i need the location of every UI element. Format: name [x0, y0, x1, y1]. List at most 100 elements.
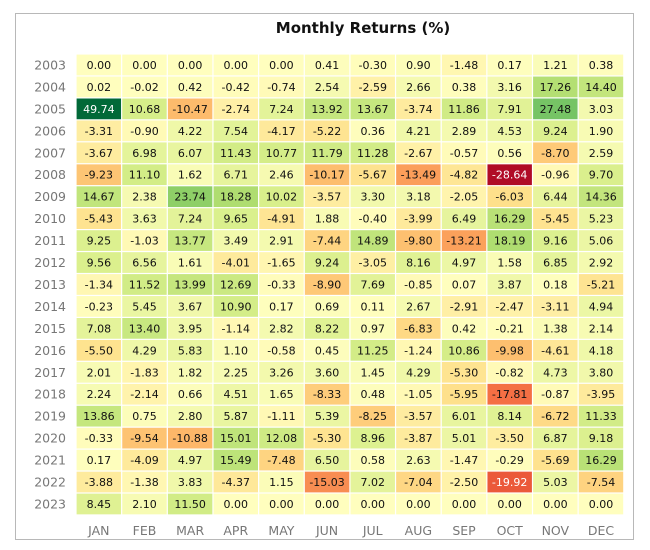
heatmap-cell	[533, 449, 578, 471]
cell-value-label: 4.73	[543, 366, 568, 379]
heatmap-cell	[122, 339, 167, 361]
cell-value-label: -10.47	[172, 103, 207, 116]
heatmap-cell	[213, 274, 258, 295]
heatmap-cell	[213, 186, 258, 208]
heatmap-cell	[350, 339, 395, 361]
row-label-year: 2018	[34, 387, 66, 402]
heatmap-cell	[259, 493, 304, 515]
heatmap-cell	[167, 186, 213, 208]
cell-value-label: -3.50	[495, 432, 523, 445]
row-label-year: 2021	[34, 453, 66, 468]
heatmap-cell	[167, 339, 213, 361]
heatmap-cell	[533, 383, 578, 405]
cell-value-label: 5.83	[178, 344, 203, 357]
heatmap-cell	[304, 318, 350, 339]
heatmap-cell	[304, 296, 350, 317]
cell-value-label: 0.42	[452, 322, 477, 335]
heatmap-cell	[304, 208, 350, 229]
cell-value-label: -4.09	[130, 454, 158, 467]
row-label-year: 2022	[34, 475, 66, 490]
cell-value-label: -19.92	[492, 476, 527, 489]
heatmap-cell	[304, 164, 350, 186]
heatmap-cell	[350, 208, 395, 229]
cell-value-label: 4.94	[589, 300, 614, 313]
cell-value-label: -5.95	[450, 388, 478, 401]
cell-value-label: -1.05	[404, 388, 432, 401]
heatmap-cell	[533, 230, 578, 251]
cell-value-label: -3.74	[404, 103, 432, 116]
heatmap-cell	[76, 449, 122, 471]
heatmap-cell	[533, 471, 578, 493]
cell-value-label: 10.86	[448, 344, 480, 357]
heatmap-cell	[76, 274, 122, 295]
cell-value-label: 0.66	[178, 388, 203, 401]
cell-value-label: -6.83	[404, 322, 432, 335]
cell-value-label: -2.14	[130, 388, 158, 401]
row-label-year: 2014	[34, 299, 66, 314]
heatmap-cell	[396, 405, 441, 427]
cell-value-label: 5.45	[132, 300, 157, 313]
cell-value-label: 3.83	[178, 476, 203, 489]
heatmap-cell	[213, 449, 258, 471]
cell-value-label: -4.82	[450, 169, 478, 182]
heatmap-cell	[441, 186, 487, 208]
cell-value-label: -4.61	[541, 344, 569, 357]
cell-value-label: 9.24	[543, 125, 568, 138]
heatmap-cell	[350, 54, 395, 76]
cell-value-label: 11.43	[220, 147, 252, 160]
heatmap-cell	[487, 164, 532, 186]
heatmap-cell	[487, 318, 532, 339]
cell-value-label: 13.67	[357, 103, 389, 116]
cell-value-label: 4.22	[178, 125, 203, 138]
cell-value-label: 0.00	[406, 498, 431, 511]
heatmap-cell	[213, 208, 258, 229]
cell-value-label: 9.25	[87, 235, 112, 248]
heatmap-cell	[578, 164, 624, 186]
cell-value-label: 0.41	[315, 59, 340, 72]
cell-value-label: 0.17	[269, 300, 294, 313]
heatmap-cell	[304, 339, 350, 361]
cell-value-label: -1.65	[267, 257, 295, 270]
cell-value-label: 4.53	[497, 125, 522, 138]
cell-value-label: -17.81	[492, 388, 527, 401]
heatmap-cell	[441, 230, 487, 251]
column-label-month: SEP	[452, 523, 476, 538]
heatmap-cell	[304, 274, 350, 295]
heatmap-cell	[213, 54, 258, 76]
heatmap-cell	[533, 98, 578, 120]
heatmap-cell	[167, 296, 213, 317]
cell-value-label: -0.02	[130, 81, 158, 94]
heatmap-cell	[167, 142, 213, 164]
cell-value-label: -4.37	[222, 476, 250, 489]
cell-value-label: 0.97	[360, 322, 385, 335]
cell-value-label: -2.74	[222, 103, 250, 116]
heatmap-cell	[259, 120, 304, 142]
heatmap-cell	[167, 274, 213, 295]
heatmap-cell	[396, 230, 441, 251]
cell-value-label: 0.18	[543, 278, 568, 291]
cell-value-label: 3.03	[589, 103, 614, 116]
cell-value-label: 2.01	[87, 366, 112, 379]
heatmap-cell	[396, 296, 441, 317]
cell-value-label: 18.28	[220, 191, 252, 204]
cell-value-label: 0.17	[497, 59, 522, 72]
heatmap-cell	[304, 427, 350, 449]
cell-value-label: 9.24	[315, 257, 340, 270]
heatmap-cell	[578, 252, 624, 273]
heatmap-cell	[259, 296, 304, 317]
heatmap-cell	[441, 208, 487, 229]
cell-value-label: 2.54	[315, 81, 340, 94]
row-label-year: 2006	[34, 123, 66, 138]
cell-value-label: -1.38	[130, 476, 158, 489]
heatmap-cell	[76, 361, 122, 383]
cell-value-label: 5.01	[452, 432, 477, 445]
cell-value-label: 27.48	[540, 103, 572, 116]
cell-value-label: 4.97	[452, 257, 477, 270]
cell-value-label: -3.95	[587, 388, 615, 401]
heatmap-cell	[304, 493, 350, 515]
column-label-month: JAN	[87, 523, 109, 538]
heatmap-cell	[487, 98, 532, 120]
heatmap-cell	[396, 383, 441, 405]
cell-value-label: 0.00	[497, 498, 522, 511]
cell-value-label: 1.88	[315, 213, 340, 226]
